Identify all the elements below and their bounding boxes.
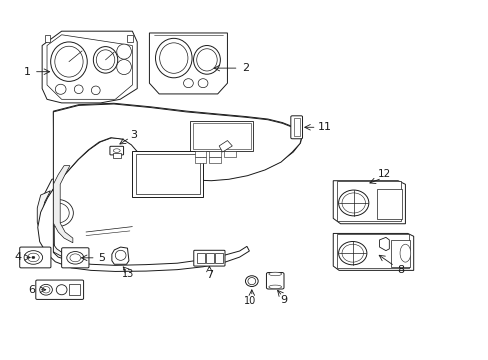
- Text: 4: 4: [14, 252, 21, 262]
- Ellipse shape: [56, 285, 67, 295]
- Bar: [293, 118, 299, 136]
- Bar: [224, 151, 235, 157]
- Ellipse shape: [70, 254, 81, 262]
- Bar: [127, 36, 133, 42]
- Ellipse shape: [193, 45, 220, 74]
- Polygon shape: [38, 104, 302, 271]
- Text: 9: 9: [279, 295, 286, 305]
- Ellipse shape: [196, 49, 217, 71]
- Text: 1: 1: [24, 67, 31, 77]
- Text: 11: 11: [317, 122, 331, 132]
- Bar: [44, 36, 50, 42]
- Ellipse shape: [198, 79, 207, 87]
- Polygon shape: [219, 140, 232, 152]
- Ellipse shape: [93, 46, 118, 73]
- Ellipse shape: [74, 85, 83, 94]
- Ellipse shape: [247, 278, 255, 285]
- Bar: [209, 157, 221, 163]
- Ellipse shape: [55, 46, 83, 77]
- FancyBboxPatch shape: [110, 146, 123, 155]
- Ellipse shape: [399, 244, 410, 262]
- Ellipse shape: [159, 43, 187, 73]
- Ellipse shape: [183, 79, 193, 87]
- FancyBboxPatch shape: [290, 116, 302, 139]
- Ellipse shape: [40, 284, 52, 295]
- Polygon shape: [37, 191, 75, 260]
- Polygon shape: [39, 103, 302, 257]
- FancyBboxPatch shape: [36, 280, 83, 300]
- Ellipse shape: [47, 203, 69, 223]
- Ellipse shape: [117, 59, 131, 75]
- Ellipse shape: [268, 272, 281, 276]
- Ellipse shape: [338, 242, 366, 265]
- Bar: [194, 157, 206, 163]
- Ellipse shape: [42, 287, 50, 293]
- Ellipse shape: [96, 50, 115, 70]
- Ellipse shape: [43, 199, 73, 226]
- Ellipse shape: [27, 253, 39, 262]
- Text: 8: 8: [396, 265, 403, 275]
- Bar: [209, 151, 221, 157]
- FancyBboxPatch shape: [61, 248, 89, 268]
- Polygon shape: [332, 233, 413, 270]
- Text: 3: 3: [129, 130, 137, 140]
- Bar: [336, 181, 400, 221]
- Text: 6: 6: [28, 285, 35, 295]
- Bar: [113, 153, 121, 158]
- Ellipse shape: [67, 252, 83, 264]
- Ellipse shape: [155, 39, 192, 78]
- Ellipse shape: [117, 44, 131, 59]
- FancyBboxPatch shape: [20, 247, 51, 268]
- Polygon shape: [112, 247, 129, 264]
- Text: 12: 12: [378, 168, 391, 179]
- Ellipse shape: [91, 86, 100, 95]
- Bar: [205, 253, 213, 263]
- Bar: [196, 253, 204, 263]
- Polygon shape: [53, 166, 73, 243]
- Ellipse shape: [51, 42, 87, 81]
- Bar: [390, 240, 409, 267]
- Ellipse shape: [338, 190, 368, 216]
- Polygon shape: [47, 35, 132, 99]
- Bar: [376, 189, 401, 220]
- Text: 5: 5: [99, 253, 105, 263]
- Text: 10: 10: [244, 296, 256, 306]
- Ellipse shape: [268, 285, 281, 289]
- Bar: [69, 284, 80, 295]
- FancyBboxPatch shape: [193, 250, 224, 266]
- Bar: [189, 121, 253, 151]
- Ellipse shape: [32, 256, 35, 258]
- FancyBboxPatch shape: [266, 273, 284, 289]
- Ellipse shape: [24, 251, 42, 264]
- Polygon shape: [149, 33, 227, 94]
- Ellipse shape: [341, 193, 365, 213]
- Polygon shape: [332, 181, 405, 224]
- Ellipse shape: [341, 244, 363, 262]
- Ellipse shape: [245, 276, 258, 287]
- Bar: [136, 154, 199, 194]
- Text: 7: 7: [205, 270, 212, 280]
- Text: 2: 2: [242, 63, 248, 73]
- Bar: [132, 151, 203, 197]
- Ellipse shape: [113, 149, 120, 152]
- Polygon shape: [379, 237, 388, 251]
- Text: 13: 13: [122, 269, 134, 279]
- Bar: [336, 234, 408, 267]
- Bar: [193, 123, 250, 149]
- Ellipse shape: [55, 84, 66, 94]
- Bar: [194, 151, 206, 157]
- Polygon shape: [42, 31, 137, 103]
- Bar: [215, 253, 223, 263]
- Ellipse shape: [115, 250, 126, 260]
